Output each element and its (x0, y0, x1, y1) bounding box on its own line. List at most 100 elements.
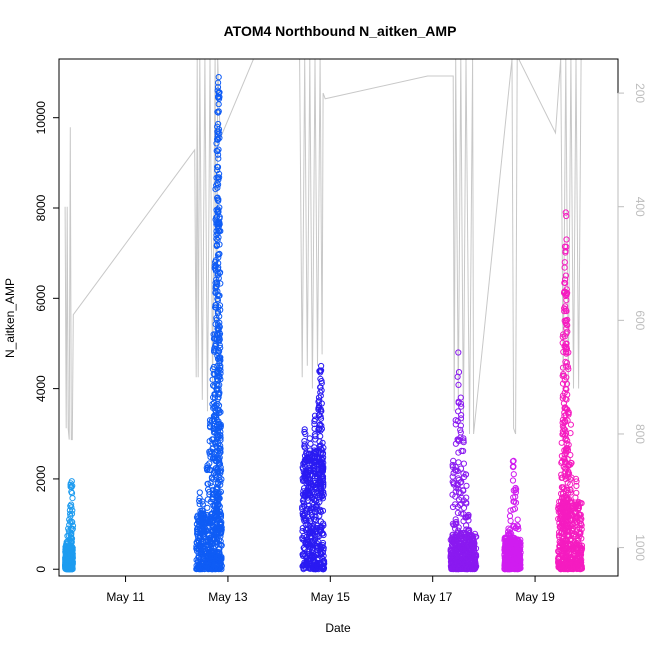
data-point (300, 566, 307, 573)
data-point (321, 558, 328, 565)
data-point (507, 517, 514, 525)
data-point-peak (216, 213, 223, 221)
data-point (507, 533, 514, 540)
data-point (215, 89, 222, 97)
data-point (456, 556, 463, 563)
data-point (558, 471, 565, 478)
data-point (452, 493, 459, 500)
data-point-peak (562, 209, 569, 216)
data-point (565, 525, 572, 532)
data-point (559, 541, 566, 548)
data-point (572, 551, 579, 558)
data-point (214, 164, 222, 171)
data-point (212, 539, 219, 546)
data-point (563, 386, 570, 393)
data-point (313, 506, 320, 513)
data-point (199, 529, 206, 537)
data-point (517, 543, 524, 550)
data-point (573, 565, 581, 573)
data-point (216, 302, 224, 309)
data-point (215, 93, 222, 100)
data-point (316, 397, 323, 404)
data-point (301, 477, 308, 484)
data-point (455, 538, 462, 545)
data-point (449, 478, 456, 485)
data-point (510, 548, 517, 555)
data-point (215, 197, 222, 204)
data-point (449, 473, 456, 480)
data-point (68, 504, 75, 511)
data-point (577, 520, 585, 527)
data-point (320, 481, 327, 488)
data-point (455, 369, 463, 376)
data-point (570, 547, 577, 554)
data-point-peak (68, 530, 75, 537)
data-point (198, 550, 205, 557)
data-point (568, 555, 576, 562)
data-point (558, 565, 565, 572)
y-axis-label: N_aitken_AMP (3, 278, 17, 358)
data-point (68, 565, 76, 572)
data-point (514, 523, 522, 530)
data-point (68, 510, 76, 517)
data-point (512, 493, 519, 500)
data-point (194, 533, 201, 540)
data-point (577, 565, 584, 573)
data-point (217, 447, 224, 454)
data-point (215, 234, 222, 241)
data-point (214, 564, 221, 571)
data-point (69, 547, 76, 554)
data-point (515, 564, 522, 571)
data-point (563, 236, 570, 243)
data-point (201, 549, 208, 556)
data-point-peak (457, 394, 464, 401)
data-point (215, 457, 223, 464)
data-point (217, 428, 224, 435)
data-point (215, 502, 222, 509)
data-point (68, 484, 75, 491)
data-point (212, 554, 219, 561)
data-point (211, 394, 218, 401)
data-point (457, 422, 464, 429)
data-point (506, 526, 513, 534)
data-point (215, 434, 222, 441)
data-point (306, 487, 313, 494)
data-point (319, 473, 326, 480)
data-point (564, 437, 571, 444)
data-point (302, 539, 309, 546)
data-point (216, 250, 223, 257)
data-point (214, 136, 222, 143)
data-point (501, 566, 508, 573)
data-point (569, 546, 576, 553)
data-point (565, 566, 572, 573)
data-point (68, 549, 75, 557)
secondary-tick-label: 800 (633, 424, 647, 444)
data-point (512, 499, 520, 506)
data-point-peak (199, 498, 206, 505)
data-point (215, 254, 222, 261)
data-point (459, 487, 467, 494)
data-point-peak (318, 362, 325, 370)
data-point (567, 512, 574, 520)
data-point (301, 438, 308, 445)
data-point (312, 559, 319, 566)
data-point (561, 451, 568, 458)
series-2 (299, 362, 328, 573)
data-point (67, 543, 75, 550)
data-point (455, 524, 462, 531)
y-tick-label: 10000 (34, 101, 48, 135)
data-point (299, 512, 306, 519)
data-point (68, 501, 75, 508)
x-tick-label: May 17 (413, 590, 453, 604)
data-point (568, 459, 575, 467)
data-point (563, 243, 570, 250)
data-point (216, 130, 223, 137)
data-point (563, 308, 570, 315)
series-5 (555, 209, 586, 573)
data-point (563, 359, 571, 366)
data-point (68, 490, 76, 497)
data-point (302, 430, 309, 437)
data-point-peak (65, 525, 72, 532)
data-point (216, 511, 223, 518)
data-point (564, 447, 572, 454)
